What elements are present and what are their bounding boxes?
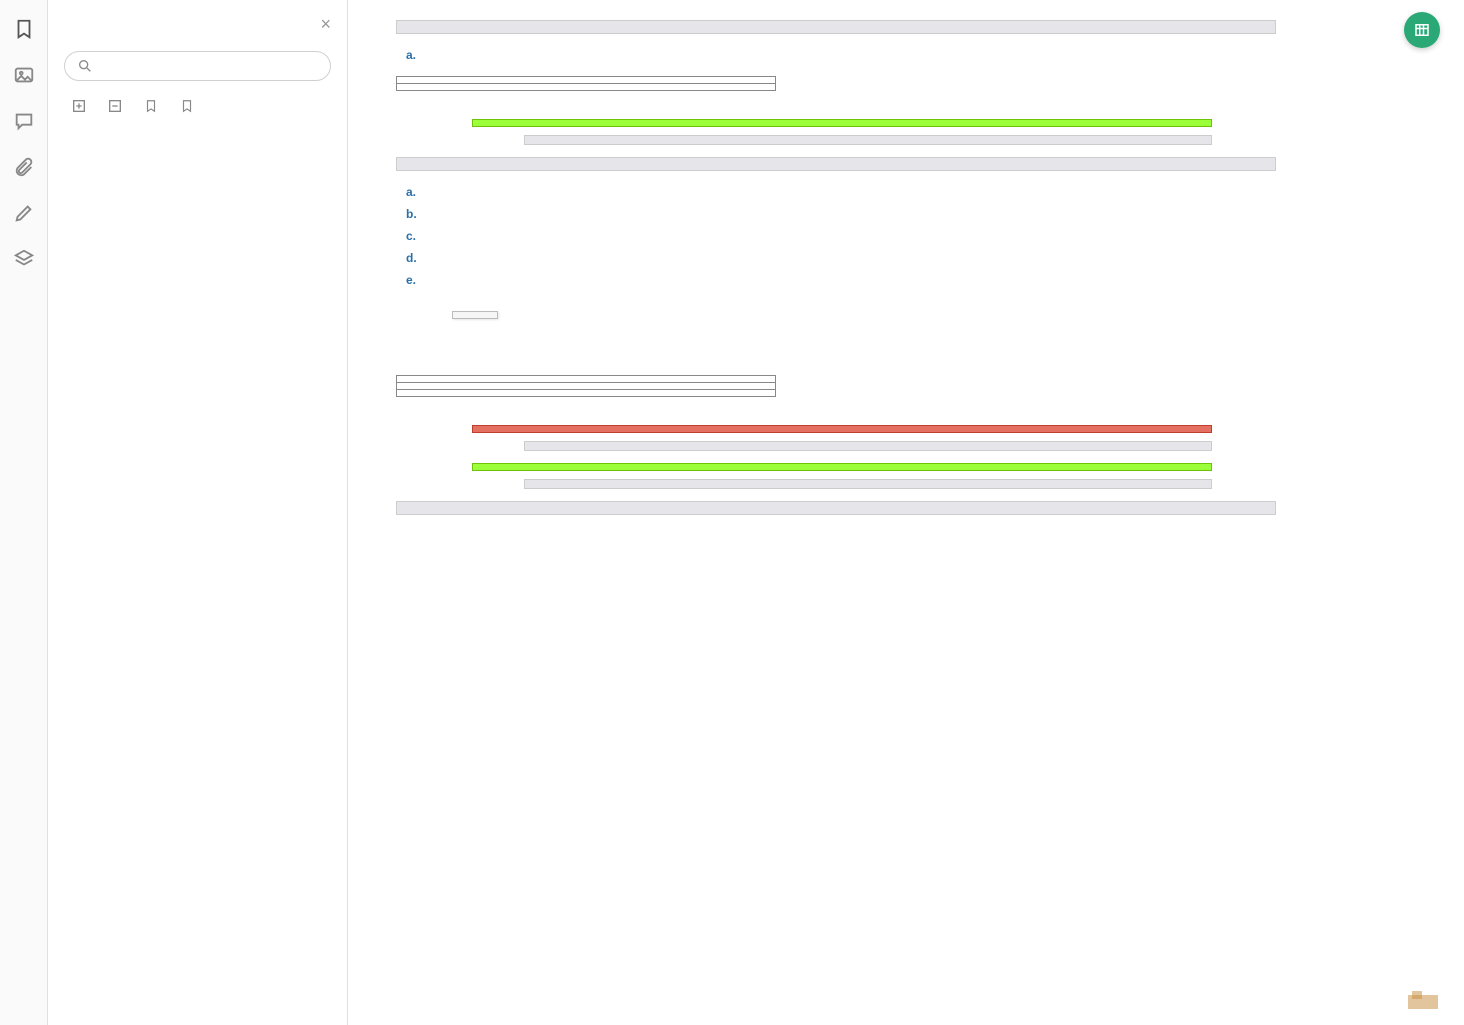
pen-icon[interactable] [13,202,35,224]
step1-a-text [436,48,1276,62]
result2-th [397,376,776,383]
expand-all-icon[interactable] [70,97,88,115]
bookmark-search[interactable] [64,51,331,81]
step2-body: a. b. c. d. e. [406,185,1276,361]
comment-icon[interactable] [13,110,35,132]
result1-td [397,84,776,91]
step1-header [396,20,1276,34]
result1-th [397,77,776,84]
step3-header [396,501,1276,515]
execute-button[interactable] [452,311,498,319]
bookmark-tree[interactable] [48,125,347,1025]
normal-banner [472,425,1212,433]
sub-banner-opt [524,479,1212,489]
step2-b [436,207,1276,221]
sub-banner-sim [524,441,1212,451]
step2-e [436,273,1276,293]
step1-body: a. [406,48,1276,62]
result1-table [396,76,776,91]
step2-header [396,157,1276,171]
result2-r2 [397,390,776,397]
sidebar-header: × [48,0,347,43]
result2-r1 [397,383,776,390]
bookmark-icon[interactable] [13,18,35,40]
icon-rail [0,0,48,1025]
bookmark-outline-icon[interactable] [178,97,196,115]
sub-banner-check-dtc [524,135,1212,145]
close-icon[interactable]: × [320,14,331,35]
image-icon[interactable] [13,64,35,86]
collapse-all-icon[interactable] [106,97,124,115]
bookmark-solid-icon[interactable] [142,97,160,115]
step2-a [436,185,1276,199]
search-icon [77,58,93,74]
result2-table [396,375,776,397]
step2-d [436,251,1276,265]
layers-icon[interactable] [13,248,35,270]
brand-watermark [1406,987,1448,1015]
step-letter: a. [406,48,422,62]
search-input[interactable] [101,58,318,74]
normal-block [442,331,1276,361]
abnormal-banner [472,463,1212,471]
attachment-icon[interactable] [13,156,35,178]
document-main: a. a. b. c. d. e. [348,0,1464,1025]
bookmark-toolbar [48,91,347,125]
bookmark-sidebar: × [48,0,348,1025]
step2-c [436,229,1276,243]
next-step-banner [472,119,1212,127]
brand-logo-icon [1406,987,1442,1015]
float-action-button[interactable] [1404,12,1440,48]
